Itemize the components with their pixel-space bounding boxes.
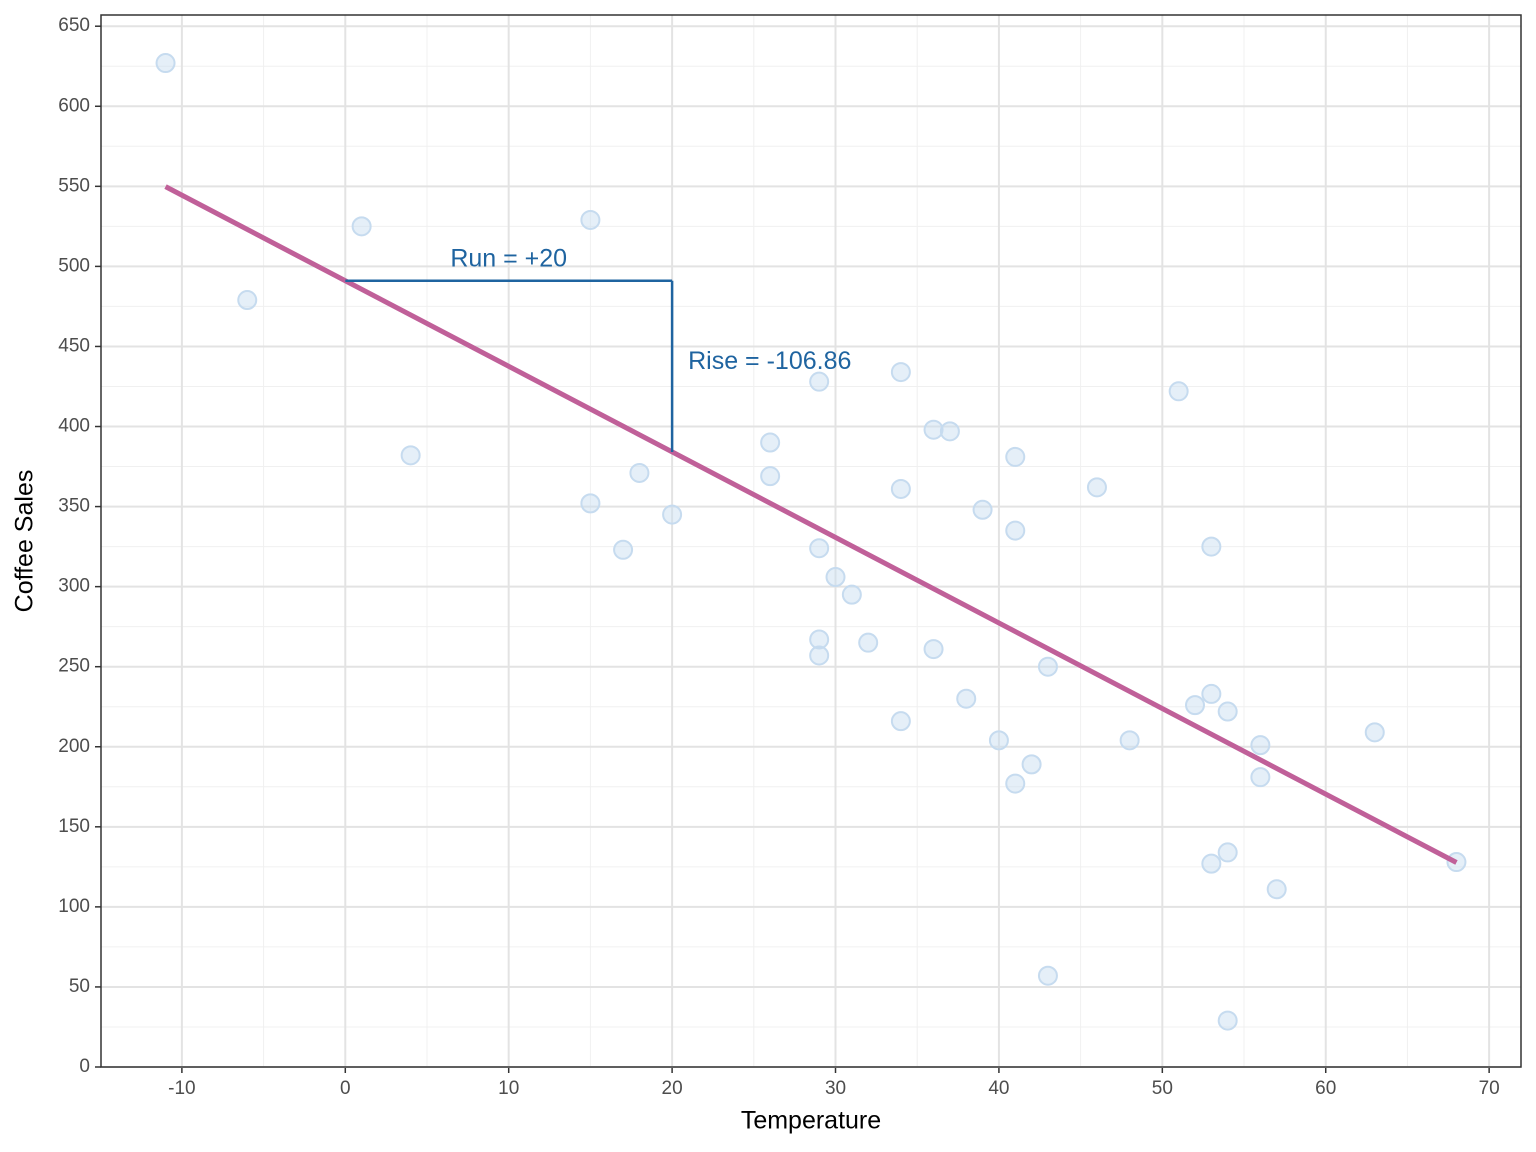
x-axis-title: Temperature (741, 1107, 881, 1135)
point (1201, 853, 1222, 874)
point (1005, 520, 1026, 541)
annotation-label: Run = +20 (450, 244, 567, 272)
point (923, 419, 944, 440)
point (613, 539, 634, 560)
x-tick-label: 10 (498, 1078, 519, 1099)
point (988, 730, 1009, 751)
point (956, 688, 977, 709)
point (1086, 477, 1107, 498)
point (923, 639, 944, 660)
y-axis-title: Coffee Sales (11, 470, 39, 613)
point (809, 371, 830, 392)
point (890, 711, 911, 732)
y-tick-label: 600 (58, 95, 90, 116)
x-tick-label: 0 (340, 1078, 351, 1099)
point (841, 584, 862, 605)
point (809, 645, 830, 666)
point (1201, 683, 1222, 704)
point (1217, 842, 1238, 863)
y-tick-label: 400 (58, 416, 90, 437)
x-tick-label: 20 (662, 1078, 683, 1099)
point (400, 445, 421, 466)
point (1217, 701, 1238, 722)
point (1364, 722, 1385, 743)
annotation-label: Rise = -106.86 (688, 347, 851, 375)
point (939, 421, 960, 442)
y-tick-label: 100 (58, 896, 90, 917)
point (760, 432, 781, 453)
fit-line (164, 184, 1458, 865)
point (629, 462, 650, 483)
point (972, 499, 993, 520)
point (809, 538, 830, 559)
y-tick-label: 200 (58, 736, 90, 757)
point (1119, 730, 1140, 751)
point (809, 629, 830, 650)
x-tick-label: 40 (988, 1078, 1009, 1099)
point (1217, 1010, 1238, 1031)
point (890, 362, 911, 383)
y-tick-label: 250 (58, 656, 90, 677)
point (1168, 381, 1189, 402)
x-tick-label: -10 (168, 1078, 195, 1099)
point (351, 216, 372, 237)
point (155, 53, 176, 74)
y-tick-label: 650 (58, 15, 90, 36)
point (760, 466, 781, 487)
point (890, 478, 911, 499)
y-tick-label: 500 (58, 255, 90, 276)
point (1201, 536, 1222, 557)
y-tick-label: 350 (58, 496, 90, 517)
panel-border (100, 14, 1522, 1068)
y-tick-label: 300 (58, 576, 90, 597)
point (237, 290, 258, 311)
y-tick-label: 450 (58, 335, 90, 356)
x-tick-label: 30 (825, 1078, 846, 1099)
point (1266, 879, 1287, 900)
point (1021, 754, 1042, 775)
y-tick-label: 550 (58, 175, 90, 196)
x-tick-label: 50 (1152, 1078, 1173, 1099)
x-tick-label: 60 (1315, 1078, 1336, 1099)
point (580, 209, 601, 230)
point (858, 632, 879, 653)
point (1185, 695, 1206, 716)
y-tick-label: 50 (69, 976, 90, 997)
point (1250, 735, 1271, 756)
point (825, 567, 846, 588)
x-tick-label: 70 (1479, 1078, 1500, 1099)
point (1005, 446, 1026, 467)
point (580, 493, 601, 514)
y-tick-label: 0 (79, 1056, 90, 1077)
point (1037, 656, 1058, 677)
point (1037, 965, 1058, 986)
point (1005, 773, 1026, 794)
y-tick-label: 150 (58, 816, 90, 837)
point (662, 504, 683, 525)
point (1250, 767, 1271, 788)
